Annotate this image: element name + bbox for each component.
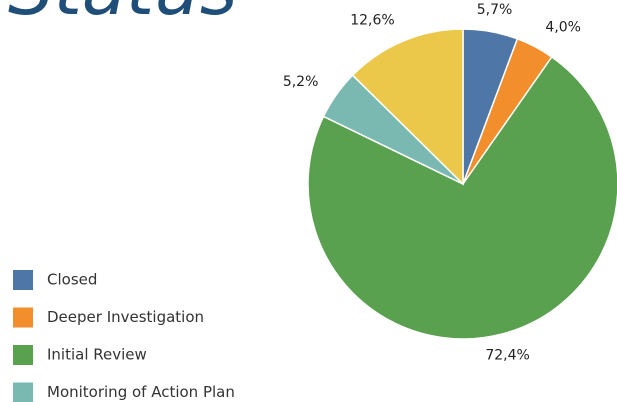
data-label: 4,0% <box>545 19 581 35</box>
data-label: 72,4% <box>485 347 529 363</box>
legend-swatch <box>13 307 33 328</box>
legend-swatch <box>13 345 33 365</box>
legend-label: Initial Review <box>47 346 147 364</box>
data-label: 12,6% <box>350 13 394 29</box>
data-label: 5,7% <box>477 2 513 18</box>
pie-slice <box>307 55 617 340</box>
legend-swatch <box>13 382 33 402</box>
legend-label: Deeper Investigation <box>47 308 204 326</box>
legend-label: Closed <box>47 271 97 289</box>
chart-title: Status <box>8 0 237 31</box>
legend-swatch <box>13 270 33 290</box>
data-label: 5,2% <box>283 74 319 90</box>
legend-label: Monitoring of Action Plan <box>47 383 235 401</box>
pie-slice <box>351 28 464 186</box>
